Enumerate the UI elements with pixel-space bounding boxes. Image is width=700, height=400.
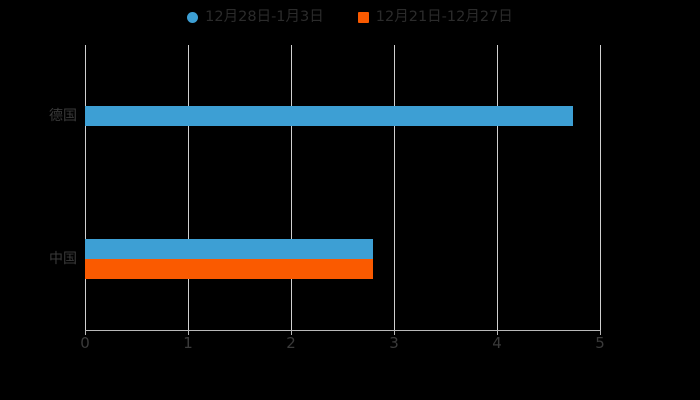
x-axis-line (85, 330, 601, 331)
gridline-x-4 (497, 45, 498, 330)
x-tick-mark-3 (394, 330, 395, 335)
gridline-x-3 (394, 45, 395, 330)
bar-中国-12月21日-12月27日[interactable] (85, 259, 374, 279)
plot-area (85, 45, 601, 330)
x-tick-label-0: 0 (80, 334, 90, 352)
bar-德国-12月28日-1月3日[interactable] (85, 106, 574, 126)
x-tick-label-5: 5 (595, 334, 605, 352)
legend-marker-circle-icon (187, 11, 199, 23)
gridline-x-0 (85, 45, 86, 330)
x-tick-label-1: 1 (183, 334, 193, 352)
gridline-x-1 (188, 45, 189, 330)
x-tick-mark-0 (85, 330, 86, 335)
bar-中国-12月28日-1月3日[interactable] (85, 239, 374, 259)
y-tick-label-德国: 德国 (49, 108, 77, 124)
chart-legend: 12月28日-1月3日 12月21日-12月27日 (0, 0, 700, 34)
y-tick-label-中国: 中国 (49, 251, 77, 267)
y-axis-ticks: 德国 中国 (0, 0, 77, 400)
x-tick-mark-5 (600, 330, 601, 335)
gridline-x-5 (600, 45, 601, 330)
legend-label-series-2: 12月21日-12月27日 (375, 8, 513, 25)
legend-marker-square-icon (357, 11, 369, 23)
x-tick-label-3: 3 (389, 334, 399, 352)
x-tick-label-2: 2 (286, 334, 296, 352)
x-tick-mark-1 (188, 330, 189, 335)
legend-item-series-1[interactable]: 12月28日-1月3日 (187, 10, 324, 25)
legend-item-series-2[interactable]: 12月21日-12月27日 (357, 8, 513, 25)
legend-label-series-1: 12月28日-1月3日 (205, 8, 324, 25)
x-tick-mark-2 (291, 330, 292, 335)
x-tick-mark-4 (497, 330, 498, 335)
x-tick-label-4: 4 (492, 334, 502, 352)
gridline-x-2 (291, 45, 292, 330)
